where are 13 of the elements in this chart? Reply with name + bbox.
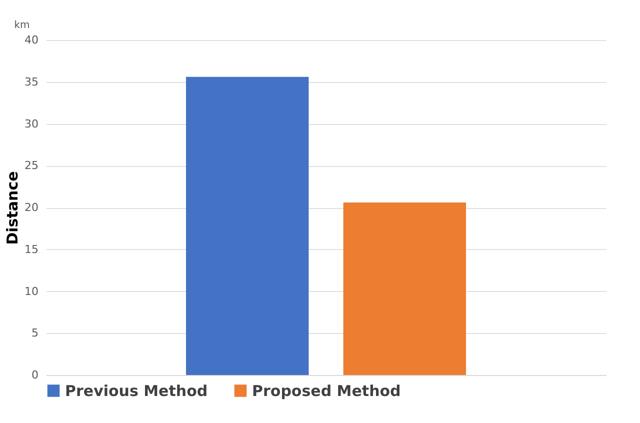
legend-label: Previous Method [65, 382, 208, 400]
y-tick-label: 20 [24, 201, 38, 214]
y-tick-label: 15 [24, 242, 38, 256]
y-tick-label: 25 [24, 159, 38, 172]
y-tick-label: 35 [24, 75, 38, 88]
y-tick-label: 10 [24, 284, 38, 298]
legend-label: Proposed Method [252, 382, 401, 400]
y-tick-label: 5 [32, 326, 38, 340]
y-axis-title: Distance [4, 171, 22, 245]
text: km [14, 20, 30, 31]
y-tick-label: 0 [32, 368, 38, 382]
y-tick-label: 30 [24, 117, 38, 130]
y-tick-label: 40 [24, 34, 38, 46]
